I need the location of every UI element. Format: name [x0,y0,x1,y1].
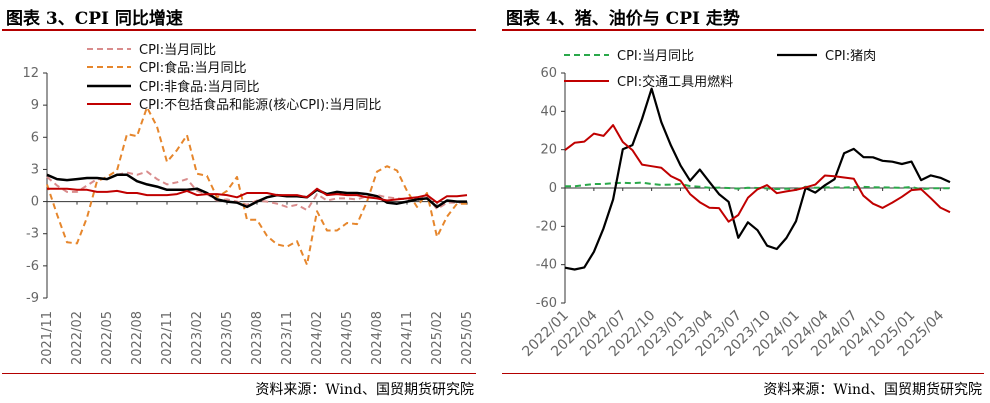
x-tick-label: 2023/11 [280,311,295,365]
y-tick-label: 6 [31,130,39,145]
title-rule [2,29,476,31]
legend-label: CPI:当月同比 [617,49,694,64]
series-line-3 [46,173,467,209]
chart-source: 资料来源：Wind、国贸期货研究院 [763,382,982,398]
legend-label: CPI:非食品:当月同比 [139,79,260,95]
y-tick-label: 60 [540,66,557,81]
legend-label: CPI:不包括食品和能源(核心CPI):当月同比 [139,97,381,113]
y-tick-label: -40 [536,258,557,273]
x-tick-label: 2024/05 [340,311,355,365]
y-tick-label: 0 [549,181,557,196]
x-tick-label: 2022/08 [130,311,145,365]
chart-source: 资料来源：Wind、国贸期货研究院 [255,382,474,398]
chart-title: 图表 3、CPI 同比增速 [6,9,183,29]
y-tick-label: 3 [31,162,39,177]
legend-label: CPI:当月同比 [139,43,216,58]
y-tick-label: -6 [26,259,39,274]
y-tick-label: -20 [536,219,557,234]
y-tick-label: -60 [536,296,557,311]
legend-label: CPI:猪肉 [825,49,876,64]
y-tick-label: 20 [540,143,557,158]
chart-pork-oil-cpi: 6040200-20-40-602022/012022/042022/07202… [519,49,951,360]
x-tick-label: 2024/08 [370,311,385,365]
y-tick-label: -3 [26,227,39,242]
x-tick-label: 2022/05 [100,311,115,365]
y-tick-label: -9 [26,291,39,306]
x-tick-label: 2025/02 [430,311,445,365]
legend-label: CPI:交通工具用燃料 [617,74,733,90]
footer-rule [2,373,476,374]
x-tick-label: 2022/02 [70,311,85,365]
y-tick-label: 9 [31,98,39,113]
x-tick-label: 2024/02 [310,311,325,365]
y-tick-label: 40 [540,104,557,119]
chart-panel-cpi-growth: 图表 3、CPI 同比增速 12 9 6 3 0 -3 -6 -9 2021/11 2022/02… [0,0,482,403]
y-tick-label: 0 [31,195,39,210]
series-line-4 [47,187,468,204]
series-line-2 [564,87,951,271]
series-line-3 [564,124,951,223]
series-line-1 [565,181,950,191]
y-tick-label: 12 [22,66,39,81]
x-tick-label: 2021/11 [40,311,55,365]
footer-rule [502,373,984,374]
x-tick-label: 2025/05 [460,311,475,365]
legend-label: CPI:食品:当月同比 [139,60,247,76]
series-line-2 [46,106,467,266]
x-tick-label: 2023/05 [220,311,235,365]
chart-title: 图表 4、猪、油价与 CPI 走势 [506,9,740,29]
x-tick-label: 2023/02 [190,311,205,365]
x-tick-label: 2024/11 [400,311,415,365]
chart-panel-pork-oil-cpi: 图表 4、猪、油价与 CPI 走势 60 40 20 0 -20 -40 -60 2022/0… [500,0,990,403]
x-tick-label: 2023/08 [250,311,265,365]
x-tick-label: 2022/11 [160,311,175,365]
title-rule [502,29,984,31]
